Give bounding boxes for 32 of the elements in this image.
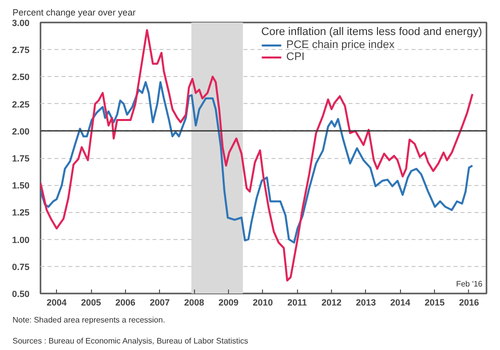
y-tick-label: 2.00 [12,126,30,136]
source-note: Sources : Bureau of Economic Analysis, Bureau of Labor Statistics [12,336,248,346]
x-tick-label: 2010 [252,298,273,308]
y-tick-label: 1.50 [12,180,30,191]
x-tick-label: 2009 [218,298,238,308]
x-tick-label: 2006 [115,298,136,308]
line-series [40,81,474,244]
y-axis-title: Percent change year over year [12,8,136,18]
x-tick-label: 2007 [150,298,170,308]
y-tick-label: 2.50 [12,72,30,82]
y-tick-label: 3.00 [12,18,30,28]
x-tick-label: 2005 [81,298,102,308]
x-tick-label: 2004 [46,298,67,308]
y-tick-label: 1.25 [12,208,30,218]
y-tick-label: 0.50 [12,289,30,299]
y-tick-label: 1.00 [12,234,30,245]
legend-label: CPI [286,51,306,63]
x-tick-label: 2011 [287,298,307,308]
x-tick-label: 2016 [458,298,479,308]
y-tick-label: 0.75 [12,262,30,272]
y-tick-label: 1.75 [12,154,30,164]
x-tick-label: 2015 [424,298,445,308]
x-tick-label: 2012 [322,298,342,308]
x-tick-label: 2008 [184,298,204,308]
y-tick-label: 2.75 [12,45,30,56]
text: Note: Shaded area represents a recession. [12,316,166,324]
annotation: Feb '16 [456,280,484,288]
legend-label: PCE chain price index [286,39,394,51]
y-tick-label: 2.25 [12,99,30,110]
x-tick-label: 2014 [390,298,410,308]
x-tick-label: 2013 [356,298,376,308]
legend-title: Core inflation (all items less food and energy) [261,26,482,38]
